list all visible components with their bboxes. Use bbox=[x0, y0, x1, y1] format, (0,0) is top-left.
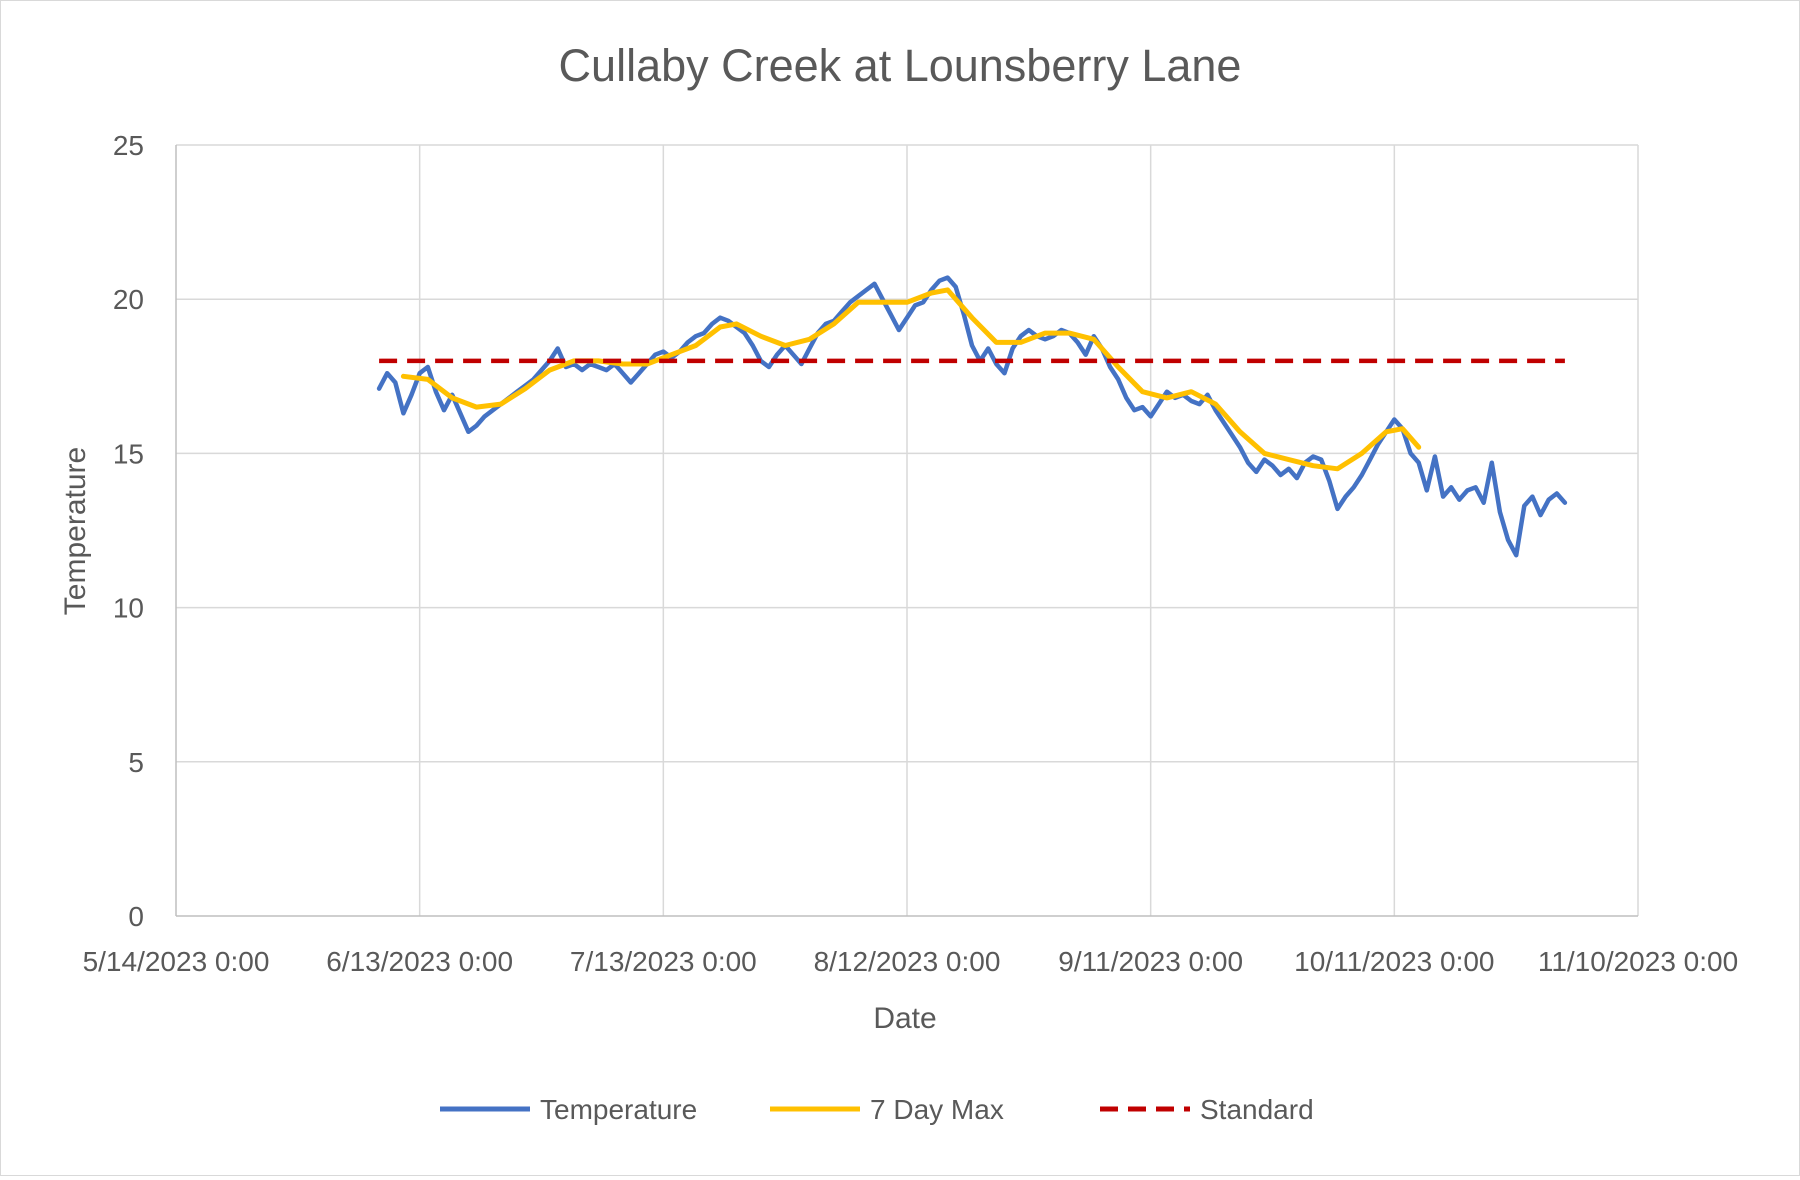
y-tick-label: 15 bbox=[113, 438, 144, 469]
legend-label-temperature: Temperature bbox=[540, 1094, 697, 1125]
y-tick-label: 5 bbox=[128, 747, 144, 778]
series-lines bbox=[376, 275, 1568, 558]
y-tick-labels: 0 5 10 15 20 25 bbox=[113, 130, 144, 932]
y-axis-label: Temperature bbox=[59, 447, 92, 615]
x-tick-label: 5/14/2023 0:00 bbox=[83, 946, 270, 977]
legend-label-7-day-max: 7 Day Max bbox=[870, 1094, 1004, 1125]
legend-label-standard: Standard bbox=[1200, 1094, 1314, 1125]
x-tick-label: 11/10/2023 0:00 bbox=[1538, 946, 1738, 977]
gridlines bbox=[176, 144, 1639, 916]
axes bbox=[175, 145, 1638, 917]
7-day-max-series-line bbox=[400, 287, 1422, 472]
x-tick-label: 6/13/2023 0:00 bbox=[326, 946, 513, 977]
y-tick-label: 10 bbox=[113, 593, 144, 624]
x-tick-label: 8/12/2023 0:00 bbox=[814, 946, 1001, 977]
y-tick-label: 0 bbox=[128, 901, 144, 932]
x-tick-label: 9/11/2023 0:00 bbox=[1058, 946, 1243, 977]
x-axis-label: Date bbox=[873, 1002, 936, 1035]
legend: Temperature 7 Day Max Standard bbox=[440, 1094, 1314, 1125]
x-tick-labels: 5/14/2023 0:00 6/13/2023 0:00 7/13/2023 0:… bbox=[83, 946, 1739, 977]
x-tick-label: 10/11/2023 0:00 bbox=[1294, 946, 1494, 977]
temperature-series-line bbox=[376, 275, 1568, 558]
x-tick-label: 7/13/2023 0:00 bbox=[570, 946, 757, 977]
y-tick-label: 20 bbox=[113, 284, 144, 315]
chart-title: Cullaby Creek at Lounsberry Lane bbox=[559, 40, 1242, 91]
y-tick-label: 25 bbox=[113, 130, 144, 161]
